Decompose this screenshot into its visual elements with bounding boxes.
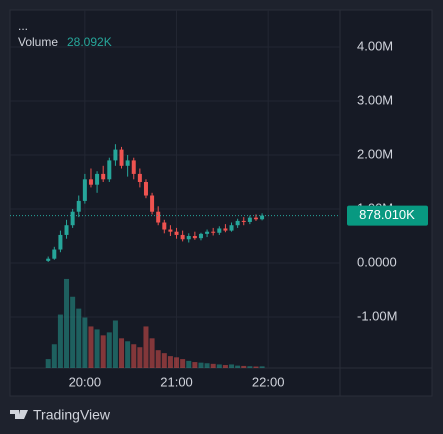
candle-body xyxy=(156,211,161,223)
candle-body xyxy=(101,173,106,180)
candle-body xyxy=(168,229,173,232)
volume-bar xyxy=(241,365,247,368)
volume-bar xyxy=(253,366,259,368)
volume-bar xyxy=(198,362,204,368)
candle-body xyxy=(52,249,57,259)
volume-bar xyxy=(161,353,167,368)
candle-body xyxy=(58,234,63,250)
volume-bar xyxy=(216,364,222,368)
volume-bar xyxy=(100,335,106,368)
candle-body xyxy=(82,179,87,201)
volume-bar xyxy=(192,362,198,368)
y-tick-label: 0.0000 xyxy=(357,254,397,269)
grid xyxy=(10,10,340,368)
volume-bar xyxy=(149,338,155,368)
y-tick-label: 4.00M xyxy=(357,38,393,53)
volume-bar xyxy=(51,344,57,368)
volume-bar xyxy=(137,347,143,368)
volume-bar xyxy=(204,363,210,368)
candle-body xyxy=(241,220,246,222)
candle-body xyxy=(205,231,210,234)
candle-body xyxy=(119,149,124,166)
candle-body xyxy=(211,231,216,233)
volume-bar xyxy=(70,296,76,368)
volume-bar xyxy=(259,366,265,368)
menu-label: ... xyxy=(18,19,28,33)
candle-body xyxy=(46,258,51,261)
volume-bar xyxy=(64,278,70,368)
candle-body xyxy=(198,233,203,239)
volume-bar xyxy=(180,359,186,368)
volume-bar xyxy=(222,365,228,368)
volume-bar xyxy=(167,356,173,368)
volume-bar xyxy=(143,326,149,368)
volume-bar xyxy=(210,363,216,368)
volume-bar xyxy=(106,332,112,368)
candle-body xyxy=(180,234,185,240)
last-price-label: 878.010K xyxy=(359,207,415,222)
x-tick-label: 22:00 xyxy=(252,374,285,389)
brand: TradingView xyxy=(33,407,111,423)
y-tick-label: -1.00M xyxy=(357,308,397,323)
volume-bar xyxy=(45,359,51,368)
marks xyxy=(10,144,340,368)
candle-body xyxy=(88,179,93,185)
y-tick-label: 3.00M xyxy=(357,92,393,107)
candle-body xyxy=(235,220,240,226)
candle-body xyxy=(95,173,100,185)
candle-body xyxy=(150,195,155,212)
volume-bar xyxy=(88,326,94,368)
logo: TradingView xyxy=(10,407,111,423)
volume-bar xyxy=(174,357,180,368)
x-tick-label: 21:00 xyxy=(160,374,193,389)
y-tick-label: 2.00M xyxy=(357,146,393,161)
volume-bar xyxy=(76,308,82,368)
candle-body xyxy=(64,225,69,235)
candle-body xyxy=(260,215,265,220)
volume-bar xyxy=(229,364,235,368)
volume-bar xyxy=(247,366,253,368)
volume-bar xyxy=(131,344,137,368)
volume-value: 28.092K xyxy=(67,35,112,49)
candle-body xyxy=(223,228,228,231)
candle-body xyxy=(247,217,252,222)
volume-bar xyxy=(155,350,161,368)
candle-body xyxy=(113,149,118,161)
candle-body xyxy=(125,160,130,166)
volume-bar xyxy=(235,365,241,368)
volume-bar xyxy=(125,341,131,368)
logo-icon xyxy=(10,410,28,419)
volume-bar xyxy=(57,314,63,368)
volume-name: Volume xyxy=(18,35,58,49)
candle-body xyxy=(192,236,197,239)
candle-body xyxy=(70,211,75,226)
candle-body xyxy=(217,228,222,233)
candle-body xyxy=(143,182,148,196)
volume-bar xyxy=(119,338,125,368)
volume-bar xyxy=(82,317,88,368)
x-tick-label: 20:00 xyxy=(69,374,102,389)
candle-body xyxy=(162,222,167,230)
candle-body xyxy=(186,236,191,240)
candle-body xyxy=(253,217,258,220)
volume-bar xyxy=(186,360,192,368)
candle-body xyxy=(229,225,234,231)
last-price-tag xyxy=(347,205,428,226)
volume-bar xyxy=(94,329,100,368)
candle-body xyxy=(174,231,179,235)
candle-body xyxy=(137,173,142,183)
candle-body xyxy=(107,160,112,180)
candle-body xyxy=(131,160,136,174)
candle-body xyxy=(76,200,81,212)
volume-bar xyxy=(112,320,118,368)
